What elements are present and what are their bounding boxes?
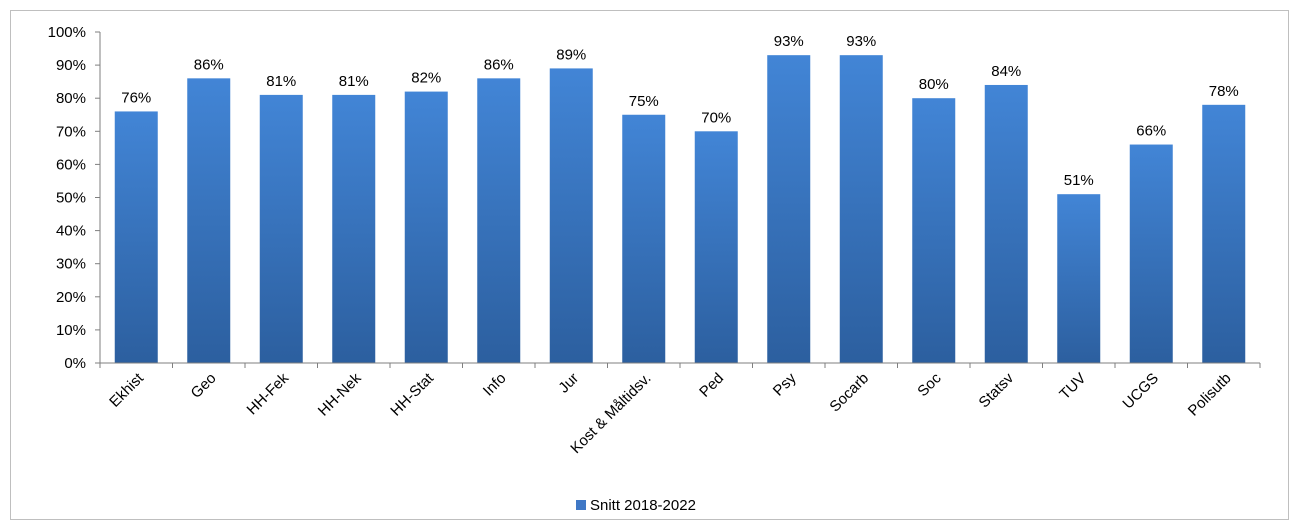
bar (1057, 194, 1101, 363)
x-tick-label: HH-Nek (315, 369, 365, 419)
bar (477, 78, 521, 363)
bar (187, 78, 231, 363)
y-tick-label: 60% (56, 156, 86, 173)
y-tick-label: 30% (56, 256, 86, 273)
data-label: 81% (339, 73, 369, 90)
legend-label: Snitt 2018-2022 (590, 497, 696, 514)
x-tick-label: Psy (770, 369, 800, 399)
x-axis: Ekhist Geo HH-Fek HH-Nek HH-Stat Info JurKost … (99, 362, 1261, 457)
legend-swatch (576, 500, 586, 510)
data-label: 93% (774, 33, 804, 50)
data-label: 76% (121, 89, 151, 106)
bar (984, 84, 1028, 364)
x-tick-label: Geo (188, 370, 220, 402)
x-tick-label: Info (480, 370, 510, 400)
data-label: 80% (919, 76, 949, 93)
data-label: 89% (556, 46, 586, 63)
bar (549, 68, 593, 363)
x-tick-label: UCGS (1119, 370, 1162, 413)
x-tick-label: Polisutb (1185, 370, 1235, 420)
data-label: 70% (701, 109, 731, 126)
data-label: 75% (629, 93, 659, 110)
bar (332, 94, 376, 363)
data-label: 82% (411, 70, 441, 87)
data-labels: 76% 86% 81% 81% 82% 86% 89% 75% 70% 93% 93% 80% 84% 5… (121, 33, 1239, 189)
x-tick-label: Soc (914, 369, 945, 400)
y-axis: 0% 10% 20% 30% 40% 50% 60% 70% 80% 90% 100% (48, 24, 101, 372)
data-label: 51% (1064, 172, 1094, 189)
x-tick-label: HH-Stat (387, 369, 437, 419)
y-tick-label: 70% (56, 123, 86, 140)
x-tick-label: TUV (1056, 370, 1089, 403)
y-tick-label: 20% (56, 289, 86, 306)
y-tick-label: 40% (56, 223, 86, 240)
data-label: 86% (484, 56, 514, 73)
bar (839, 55, 883, 364)
x-tick-label: Ekhist (106, 369, 147, 410)
bar (912, 98, 956, 363)
y-tick-label: 80% (56, 90, 86, 107)
x-tick-label: Ped (696, 370, 727, 401)
bar (694, 131, 738, 363)
data-label: 78% (1209, 83, 1239, 100)
x-tick-label: Statsv (976, 369, 1018, 411)
bar (1129, 144, 1173, 363)
bar (259, 94, 303, 363)
bar (404, 91, 448, 363)
x-tick-label: HH-Fek (244, 369, 293, 418)
y-tick-label: 10% (56, 322, 86, 339)
y-tick-label: 0% (64, 355, 86, 372)
y-tick-label: 100% (48, 24, 86, 41)
bar-series (114, 55, 1246, 364)
data-label: 66% (1136, 123, 1166, 140)
data-label: 84% (991, 63, 1021, 80)
bar (622, 114, 666, 363)
x-tick-label: Jur (555, 370, 582, 397)
data-label: 93% (846, 33, 876, 50)
y-tick-label: 50% (56, 190, 86, 207)
bar (767, 55, 811, 364)
data-label: 81% (266, 73, 296, 90)
data-label: 86% (194, 56, 224, 73)
bar (114, 111, 158, 363)
y-tick-label: 90% (56, 57, 86, 74)
x-tick-label: Socarb (826, 370, 872, 416)
bar (1202, 104, 1246, 363)
legend: Snitt 2018-2022 (576, 497, 696, 514)
